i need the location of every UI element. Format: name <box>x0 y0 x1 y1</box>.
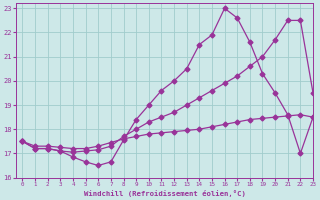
X-axis label: Windchill (Refroidissement éolien,°C): Windchill (Refroidissement éolien,°C) <box>84 190 245 197</box>
